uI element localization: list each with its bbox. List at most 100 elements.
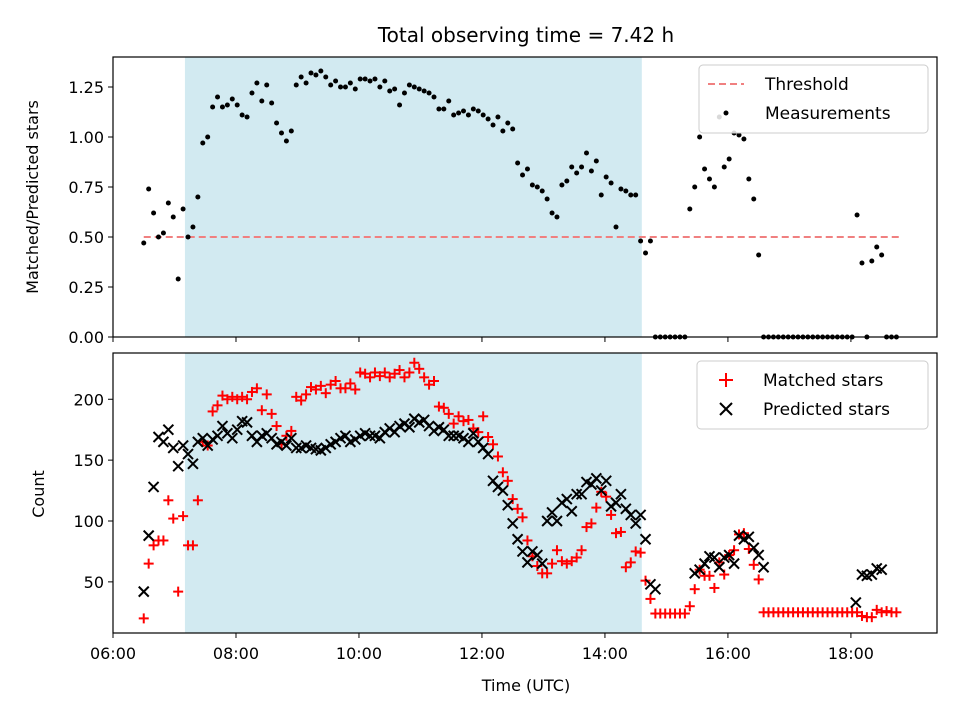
matched-point: [345, 378, 356, 389]
top-y-tick-label: 1.25: [68, 78, 104, 97]
predicted-point: [187, 458, 199, 470]
bottom-x-tick-label: 06:00: [90, 644, 136, 663]
bottom-x-tick-label: 16:00: [705, 644, 751, 663]
predicted-point: [197, 432, 209, 444]
measurement-point: [515, 160, 521, 166]
matched-point: [143, 558, 154, 569]
measurement-point: [298, 74, 304, 80]
matched-point: [192, 495, 203, 506]
measurement-point: [628, 192, 634, 198]
matched-point: [394, 365, 405, 376]
matched-point: [148, 540, 159, 551]
measurement-point: [598, 192, 604, 198]
measurement-point: [200, 140, 206, 146]
bottom-x-tick-label: 10:00: [336, 644, 382, 663]
bottom-legend: Matched stars Predicted stars: [696, 360, 929, 430]
panel-counts: 50 100 150 200 06:00 08:00 10:00 12:00 14:00 16:0…: [29, 352, 938, 695]
measurement-point: [426, 90, 432, 96]
top-y-axis-label: Matched/Predicted stars: [23, 100, 42, 294]
measurement-point: [387, 88, 393, 94]
predicted-point: [629, 517, 642, 530]
measurement-point: [244, 114, 250, 120]
measurement-point: [151, 210, 157, 216]
bottom-y-tick-label: 50: [84, 573, 104, 592]
predicted-point: [285, 432, 298, 444]
measurement-point: [647, 238, 653, 244]
predicted-point: [157, 436, 170, 448]
bottom-y-tick-label: 100: [73, 512, 104, 531]
matched-point: [399, 372, 410, 383]
bottom-y-axis-label: Count: [29, 470, 48, 518]
top-y-tick-label: 1.00: [68, 128, 104, 147]
measurement-point: [524, 166, 530, 172]
matched-point: [438, 402, 449, 413]
bottom-x-tick-label: 18:00: [828, 644, 874, 663]
predicted-point: [138, 585, 150, 598]
matched-point: [748, 559, 759, 570]
measurement-point: [751, 196, 757, 202]
measurement-point: [264, 82, 270, 88]
predicted-point: [708, 551, 721, 564]
matched-point: [207, 406, 218, 417]
predicted-point: [443, 430, 455, 442]
measurement-point: [146, 186, 152, 192]
measurement-point: [643, 250, 649, 256]
x-axis-label: Time (UTC): [481, 676, 570, 695]
bottom-axes-frame: [112, 352, 938, 634]
legend-predicted-swatch: [719, 402, 733, 416]
matched-point: [856, 610, 867, 621]
matched-point: [271, 421, 282, 432]
matched-point: [881, 606, 892, 617]
measurement-point: [451, 112, 457, 118]
predicted-point: [211, 430, 224, 442]
measurement-point: [544, 196, 550, 202]
measurement-point: [756, 252, 762, 258]
measurement-point: [706, 176, 712, 182]
measurement-point: [156, 234, 162, 240]
predicted-point: [551, 515, 563, 527]
top-y-tick-label: 0.50: [68, 228, 104, 247]
measurement-point: [416, 86, 422, 92]
measurement-point: [456, 110, 462, 116]
measurement-point: [328, 82, 334, 88]
predicted-point: [167, 442, 179, 454]
measurement-point: [692, 184, 698, 190]
predicted-point: [713, 561, 726, 573]
measurement-point: [357, 76, 363, 82]
measurement-point: [854, 212, 860, 218]
measurement-point: [323, 74, 329, 80]
measurement-point: [702, 166, 708, 172]
matched-point: [355, 367, 366, 378]
measurement-point: [510, 126, 516, 132]
predicted-point: [752, 549, 765, 561]
measurement-point: [539, 188, 545, 194]
matched-point: [320, 388, 331, 399]
matched-point: [458, 416, 469, 427]
predicted-point: [634, 509, 647, 521]
top-series-group: [141, 68, 899, 340]
measurement-point: [441, 106, 447, 112]
measurement-point: [274, 120, 280, 126]
measurement-point: [721, 164, 727, 170]
predicted-point: [482, 448, 494, 460]
matched-point: [576, 545, 587, 556]
matched-point: [286, 425, 297, 436]
measurement-point: [633, 192, 639, 198]
measurement-point: [175, 276, 181, 282]
matched-point: [187, 540, 198, 551]
measurement-point: [583, 150, 589, 156]
matched-point: [551, 545, 562, 556]
top-legend: Threshold Measurements: [698, 64, 929, 134]
measurement-point: [318, 68, 324, 74]
predicted-point: [536, 557, 548, 570]
measurement-point: [411, 84, 417, 90]
measurement-point: [288, 128, 294, 134]
predicted-point: [182, 448, 194, 460]
measurement-point: [210, 104, 216, 110]
measurement-point: [180, 206, 186, 212]
matched-point: [433, 401, 444, 412]
measurement-point: [697, 134, 703, 140]
measurement-point: [190, 224, 196, 230]
measurement-point: [372, 76, 378, 82]
predicted-point: [728, 557, 740, 570]
